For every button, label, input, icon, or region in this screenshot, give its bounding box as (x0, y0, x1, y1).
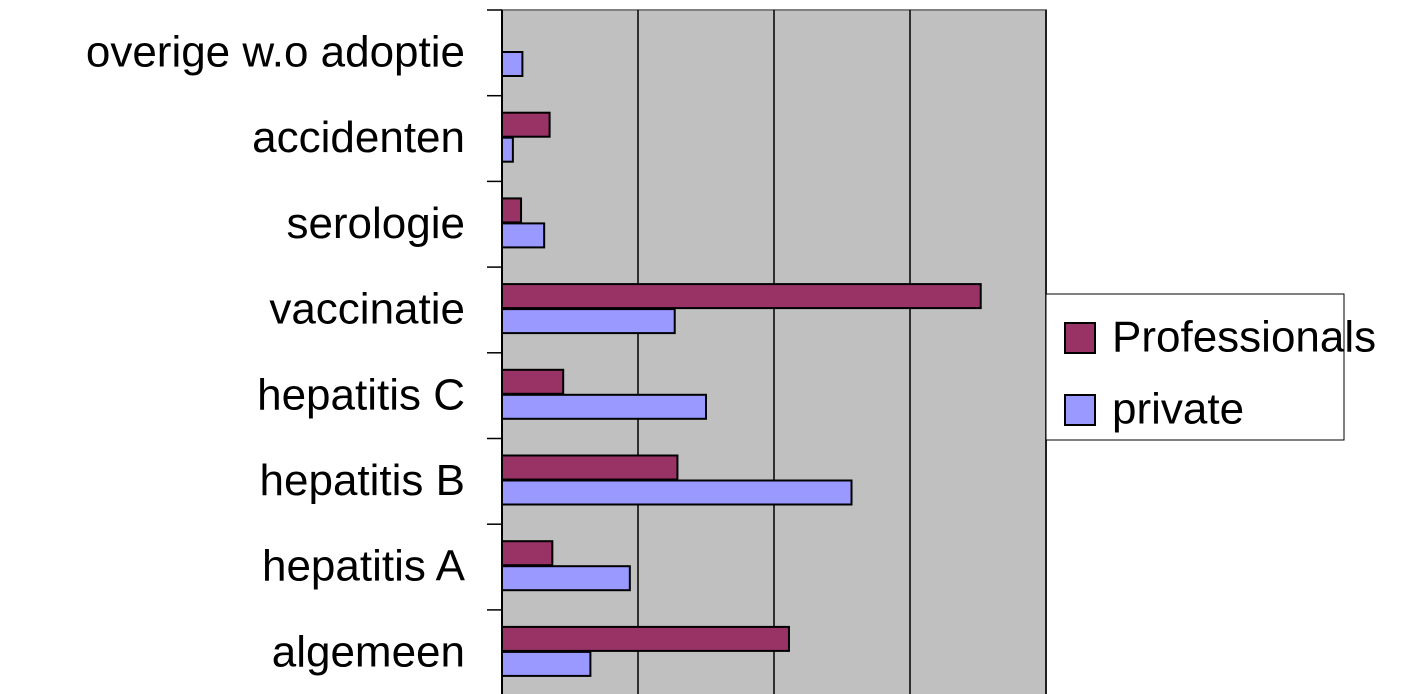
bar (501, 136, 514, 163)
bar (501, 393, 707, 420)
bar (501, 111, 551, 138)
y-tick-label: hepatitis B (260, 456, 465, 505)
bar (501, 479, 853, 506)
bar (501, 650, 592, 677)
y-tick-label: hepatitis A (262, 542, 466, 591)
bar (501, 308, 676, 335)
bar (501, 625, 790, 652)
legend-swatch (1064, 322, 1096, 354)
y-tick-label: vaccinatie (269, 285, 465, 334)
legend-label: private (1112, 385, 1244, 434)
bar (501, 222, 546, 249)
bar (501, 368, 565, 395)
y-tick-label: hepatitis C (257, 370, 465, 419)
bar (501, 454, 679, 481)
y-tick-label: accidenten (252, 113, 465, 162)
legend-swatch (1064, 394, 1096, 426)
bar (501, 283, 982, 310)
y-tick-label: algemeen (272, 627, 465, 676)
bar (501, 540, 554, 567)
bar (501, 51, 524, 77)
bar (501, 565, 631, 592)
legend-label: Professionals (1112, 313, 1376, 362)
bar (501, 197, 523, 224)
y-tick-label: serologie (286, 199, 465, 248)
y-tick-label: overige w.o adoptie (86, 27, 465, 76)
